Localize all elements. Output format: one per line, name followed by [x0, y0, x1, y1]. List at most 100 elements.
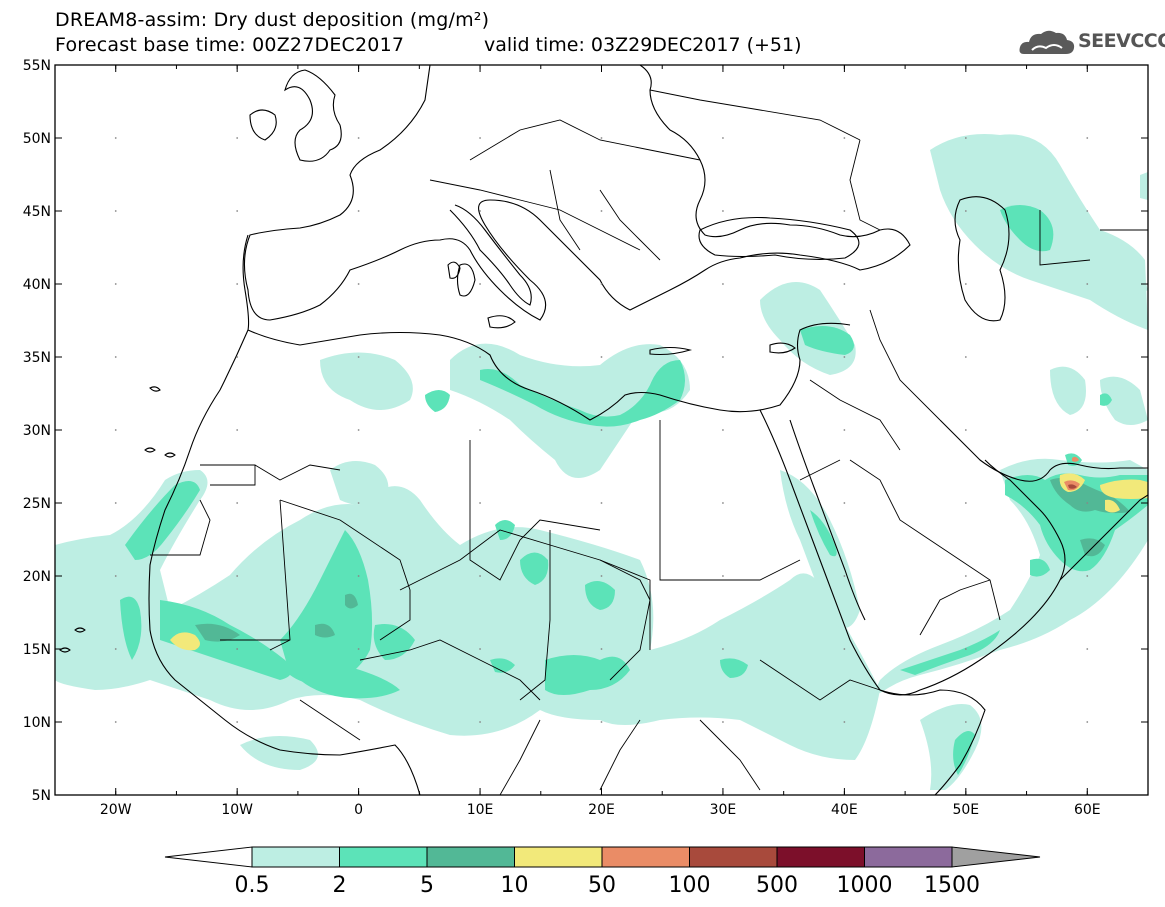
- colorbar-level-label: 5: [420, 873, 434, 898]
- lon-label-0: 0: [354, 802, 363, 818]
- grid-dot: [722, 210, 724, 212]
- grid-dot: [1086, 575, 1089, 577]
- grid-dot: [1086, 429, 1089, 431]
- grid-dot: [114, 429, 117, 431]
- lon-label-50E: 50E: [952, 802, 979, 818]
- grid-dots: [114, 137, 1089, 723]
- lon-label-10W: 10W: [221, 802, 253, 818]
- lat-label-5N: 5N: [32, 788, 51, 804]
- grid-dot: [479, 721, 481, 723]
- grid-dot: [357, 137, 360, 139]
- grid-dot: [1086, 283, 1089, 285]
- grid-dot: [114, 721, 117, 723]
- lon-label-30E: 30E: [710, 802, 737, 818]
- grid-dot: [114, 575, 117, 577]
- grid-dot: [843, 575, 846, 577]
- grid-dot: [357, 648, 360, 650]
- grid-dot: [479, 356, 481, 358]
- grid-dot: [964, 283, 967, 285]
- lat-label-45N: 45N: [23, 204, 51, 220]
- grid-dot: [114, 648, 117, 650]
- grid-dot: [236, 648, 239, 650]
- grid-dot: [114, 356, 117, 358]
- grid-dot: [357, 429, 360, 431]
- grid-dot: [964, 575, 967, 577]
- lat-label-40N: 40N: [23, 277, 51, 293]
- grid-dot: [479, 137, 481, 139]
- map-title: DREAM8-assim: Dry dust deposition (mg/m²…: [55, 9, 490, 31]
- grid-dot: [1086, 356, 1089, 358]
- grid-dot: [1086, 502, 1089, 504]
- grid-dot: [722, 283, 724, 285]
- grid-dot: [722, 429, 724, 431]
- colorbar-level-label: 100: [669, 873, 711, 898]
- grid-dot: [964, 502, 967, 504]
- grid-dot: [722, 575, 724, 577]
- grid-dot: [843, 283, 846, 285]
- coastlines: [59, 65, 1148, 795]
- grid-dot: [479, 575, 481, 577]
- colorbar-box: [426, 846, 515, 868]
- grid-dot: [357, 502, 360, 504]
- lat-label-20N: 20N: [23, 569, 51, 585]
- grid-dot: [722, 648, 724, 650]
- lon-label-40E: 40E: [831, 802, 858, 818]
- lat-label-25N: 25N: [23, 496, 51, 512]
- colorbar-box: [251, 846, 340, 868]
- grid-dot: [357, 210, 360, 212]
- grid-dot: [722, 356, 724, 358]
- colorbar-over-arrow: [951, 846, 1041, 868]
- colorbar-level-label: 1000: [837, 873, 893, 898]
- grid-dot: [600, 210, 603, 212]
- grid-dot: [600, 648, 603, 650]
- colorbar-level-label: 2: [333, 873, 347, 898]
- grid-dot: [479, 648, 481, 650]
- grid-dot: [964, 137, 967, 139]
- colorbar-box: [864, 846, 953, 868]
- grid-dot: [357, 283, 360, 285]
- grid-dot: [236, 429, 239, 431]
- colorbar-labels: 0.5 2 5 10 50 100 500 1000 1500: [235, 873, 981, 898]
- grid-dot: [479, 502, 481, 504]
- colorbar-level-label: 50: [588, 873, 616, 898]
- colorbar-level-label: 10: [501, 873, 529, 898]
- latitude-labels: 55N 50N 45N 40N 35N 30N 25N 20N 15N 10N 5N: [23, 58, 51, 804]
- grid-dot: [600, 137, 603, 139]
- grid-dot: [236, 502, 239, 504]
- grid-dot: [722, 502, 724, 504]
- grid-dot: [114, 210, 117, 212]
- colorbar-level-label: 0.5: [235, 873, 270, 898]
- grid-dot: [843, 356, 846, 358]
- grid-dot: [600, 429, 603, 431]
- grid-dot: [236, 210, 239, 212]
- axis-ticks: [54, 64, 1149, 796]
- colorbar-box: [689, 846, 778, 868]
- grid-dot: [479, 283, 481, 285]
- grid-dot: [600, 575, 603, 577]
- forecast-base-time: Forecast base time: 00Z27DEC2017: [55, 34, 405, 56]
- grid-dot: [236, 721, 239, 723]
- lon-label-60E: 60E: [1074, 802, 1101, 818]
- grid-dot: [1086, 721, 1089, 723]
- grid-dot: [114, 502, 117, 504]
- grid-dot: [964, 721, 967, 723]
- grid-dot: [236, 137, 239, 139]
- grid-dot: [600, 721, 603, 723]
- country-borders: [150, 89, 1148, 795]
- grid-dot: [843, 137, 846, 139]
- colorbar-level-label: 500: [756, 873, 798, 898]
- grid-dot: [114, 283, 117, 285]
- colorbar-under-arrow: [164, 846, 253, 868]
- grid-dot: [600, 283, 603, 285]
- lon-label-20E: 20E: [588, 802, 615, 818]
- grid-dot: [1086, 648, 1089, 650]
- grid-dot: [236, 283, 239, 285]
- deposition-shading: [55, 134, 1148, 790]
- lat-label-35N: 35N: [23, 350, 51, 366]
- grid-dot: [600, 356, 603, 358]
- valid-time: valid time: 03Z29DEC2017 (+51): [484, 34, 802, 56]
- colorbar-level-label: 1500: [924, 873, 980, 898]
- colorbar-box: [601, 846, 690, 868]
- seevccc-logo-text: SEEVCCC: [1078, 30, 1165, 52]
